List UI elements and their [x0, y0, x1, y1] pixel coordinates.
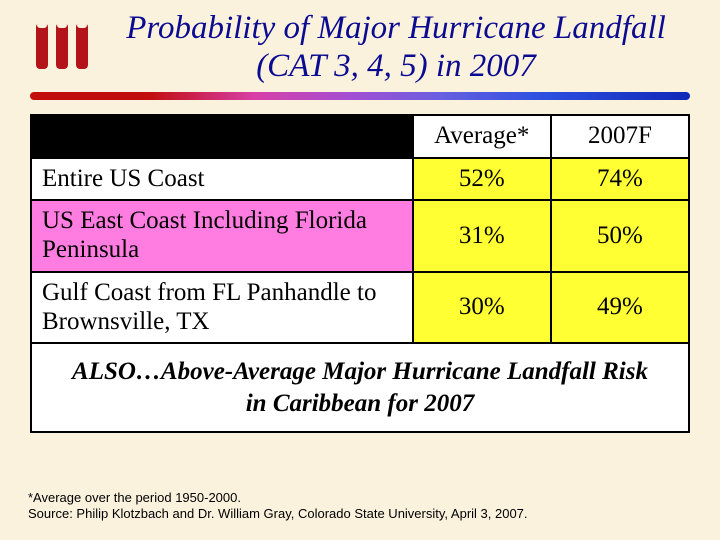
table-row: US East Coast Including Florida Peninsul…	[31, 200, 689, 272]
col-header-forecast: 2007F	[551, 115, 689, 158]
cell-average: 52%	[413, 158, 551, 201]
table-header-row: Average* 2007F	[31, 115, 689, 158]
cell-region: US East Coast Including Florida Peninsul…	[31, 200, 413, 272]
cell-forecast: 50%	[551, 200, 689, 272]
cell-region: Gulf Coast from FL Panhandle to Brownsvi…	[31, 272, 413, 344]
slide-title: Probability of Major Hurricane Landfall …	[112, 10, 690, 86]
table-row: Entire US Coast 52% 74%	[31, 158, 689, 201]
cell-forecast: 74%	[551, 158, 689, 201]
table-row: Gulf Coast from FL Panhandle to Brownsvi…	[31, 272, 689, 344]
gradient-rule	[30, 92, 690, 100]
footnote-line: *Average over the period 1950-2000.	[28, 490, 692, 506]
footnotes: *Average over the period 1950-2000. Sour…	[28, 490, 692, 523]
table-note-row: ALSO…Above-Average Major Hurricane Landf…	[31, 343, 689, 432]
table-note: ALSO…Above-Average Major Hurricane Landf…	[31, 343, 689, 432]
cell-forecast: 49%	[551, 272, 689, 344]
footnote-line: Source: Philip Klotzbach and Dr. William…	[28, 506, 692, 522]
col-header-region	[31, 115, 413, 158]
logo	[30, 17, 94, 78]
cell-average: 31%	[413, 200, 551, 272]
header: Probability of Major Hurricane Landfall …	[30, 10, 690, 86]
probability-table: Average* 2007F Entire US Coast 52% 74% U…	[30, 114, 690, 433]
cell-average: 30%	[413, 272, 551, 344]
slide: Probability of Major Hurricane Landfall …	[0, 0, 720, 540]
cell-region: Entire US Coast	[31, 158, 413, 201]
col-header-average: Average*	[413, 115, 551, 158]
